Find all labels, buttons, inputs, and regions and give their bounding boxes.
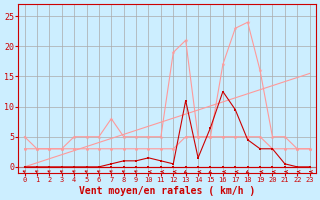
- X-axis label: Vent moyen/en rafales ( km/h ): Vent moyen/en rafales ( km/h ): [79, 186, 255, 196]
